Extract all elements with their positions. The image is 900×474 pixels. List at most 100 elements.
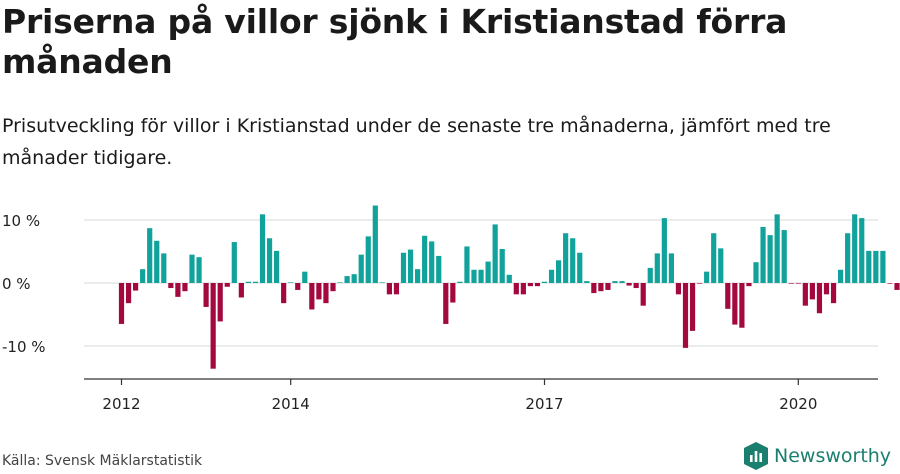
bar xyxy=(534,283,541,287)
bar xyxy=(513,283,519,295)
bar xyxy=(400,252,407,283)
page-title: Priserna på villor sjönk i Kristianstad … xyxy=(2,2,788,81)
bar xyxy=(746,283,752,287)
bar xyxy=(288,282,294,283)
y-tick-label: 0 % xyxy=(2,275,31,293)
bar xyxy=(830,283,837,304)
bar xyxy=(563,233,569,283)
bar xyxy=(640,283,646,306)
bar xyxy=(224,283,230,287)
bar xyxy=(422,235,428,283)
bar xyxy=(133,283,139,291)
bar xyxy=(118,283,125,324)
x-tick-label: 2012 xyxy=(102,395,140,413)
bar xyxy=(704,271,710,283)
bar xyxy=(725,283,731,309)
bar xyxy=(252,281,259,283)
bar xyxy=(809,283,815,300)
bar xyxy=(337,282,343,283)
bar xyxy=(859,218,865,283)
bar xyxy=(816,283,823,314)
brand-logo[interactable]: Newsworthy xyxy=(744,440,891,472)
bar xyxy=(125,283,132,304)
brand-name: Newsworthy xyxy=(774,445,892,467)
bar xyxy=(330,283,336,292)
bar xyxy=(161,253,167,283)
bar xyxy=(210,283,216,369)
bar xyxy=(372,205,378,283)
bar xyxy=(556,260,562,283)
bar xyxy=(788,283,794,284)
bar xyxy=(443,283,449,324)
y-axis-ticks: 10 % 0 % -10 % xyxy=(2,212,46,356)
bar xyxy=(598,283,604,292)
y-tick-label: 10 % xyxy=(2,212,40,230)
bar xyxy=(661,218,667,283)
bar xyxy=(379,282,385,283)
bar xyxy=(274,250,280,283)
bar xyxy=(316,283,322,300)
x-tick-label: 2017 xyxy=(525,395,563,413)
bar xyxy=(697,283,703,284)
bar xyxy=(344,276,350,283)
bar xyxy=(393,283,400,295)
bar xyxy=(548,269,555,283)
bar xyxy=(866,250,872,283)
bar xyxy=(351,274,357,283)
bar xyxy=(499,248,505,283)
bar xyxy=(407,249,414,283)
bar xyxy=(760,226,766,283)
bar xyxy=(231,242,237,283)
bar xyxy=(266,238,273,283)
bar xyxy=(217,283,223,322)
bar xyxy=(668,253,674,283)
bar xyxy=(471,269,477,283)
bar xyxy=(612,281,618,283)
bar xyxy=(654,253,660,283)
bar xyxy=(647,267,653,283)
bar xyxy=(619,281,625,283)
x-axis: 20122014201720202022 xyxy=(84,378,878,413)
bar xyxy=(675,283,682,295)
bar xyxy=(323,283,329,304)
x-tick-label: 2014 xyxy=(272,395,310,413)
bar xyxy=(802,283,808,306)
bar xyxy=(823,283,830,295)
bar xyxy=(457,281,463,283)
bar xyxy=(295,283,301,290)
bar xyxy=(450,283,456,303)
bar xyxy=(732,283,738,325)
bar xyxy=(577,252,583,283)
bar xyxy=(739,283,745,328)
bar xyxy=(189,254,195,283)
bar xyxy=(527,283,533,287)
bar xyxy=(795,283,801,284)
bar xyxy=(852,214,858,283)
bar xyxy=(492,224,498,283)
bar xyxy=(245,281,251,283)
bar xyxy=(682,283,689,348)
bar xyxy=(591,283,597,294)
bar xyxy=(774,214,780,283)
chart-subtitle: Prisutveckling för villor i Kristianstad… xyxy=(2,115,831,169)
bar xyxy=(767,235,773,283)
newsworthy-logo-icon xyxy=(744,442,768,470)
bar xyxy=(175,283,181,297)
bar-series xyxy=(118,205,900,369)
bar xyxy=(845,233,851,283)
bar xyxy=(386,283,392,295)
bar xyxy=(485,261,491,283)
bar xyxy=(626,283,632,286)
bar xyxy=(781,230,787,283)
source-note: Källa: Svensk Mäklarstatistik xyxy=(2,453,203,469)
y-tick-label: -10 % xyxy=(2,338,46,356)
bar xyxy=(894,283,900,290)
bar xyxy=(711,233,717,283)
bar xyxy=(365,236,371,283)
bar xyxy=(140,269,146,283)
bar xyxy=(506,274,512,283)
bar xyxy=(168,283,174,289)
bar xyxy=(154,240,160,283)
bar xyxy=(584,281,590,283)
